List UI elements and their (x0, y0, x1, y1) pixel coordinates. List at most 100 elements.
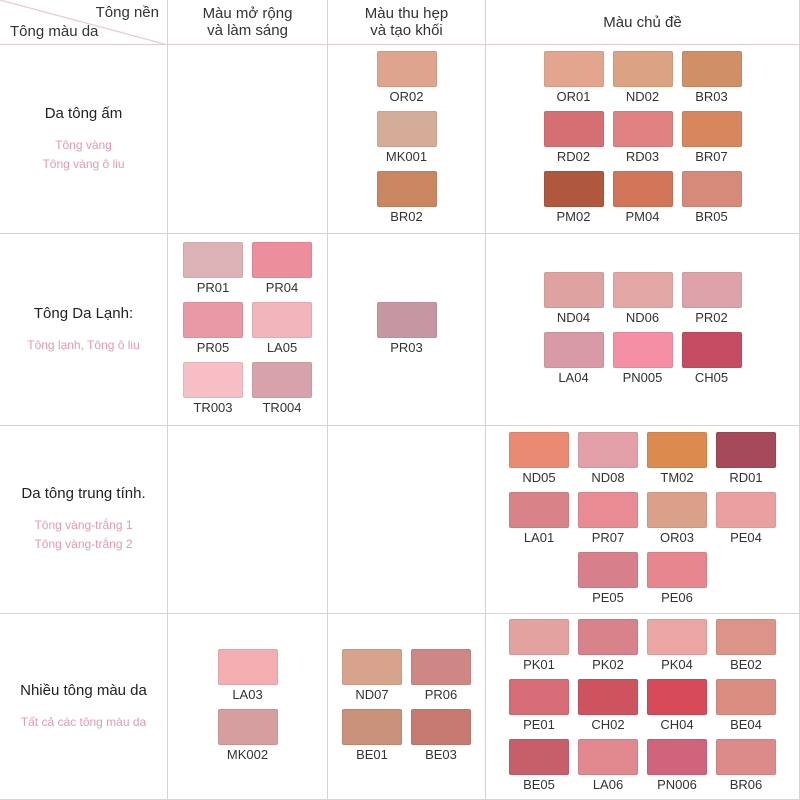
shade-item: MK002 (217, 708, 278, 765)
shade-item: LA05 (252, 301, 312, 358)
shade-item: OR03 (647, 491, 707, 548)
shade-item: PR07 (578, 491, 638, 548)
shade-cell: LA03 MK002 (168, 614, 328, 800)
shade-name: PK04 (661, 656, 693, 672)
shade-name: ND08 (591, 469, 625, 485)
shade-swatch (217, 648, 278, 685)
shade-group: LA03 MK002 (217, 648, 278, 765)
shade-cell (168, 426, 328, 614)
shade-item: PE05 (578, 551, 638, 608)
column-header-line: Màu chủ đề (603, 13, 682, 31)
corner-cell: Tông nền Tông màu da (0, 0, 168, 45)
row-subtitle: Tông vàng (55, 137, 112, 152)
shade-swatch (509, 738, 569, 775)
shade-group: ND04 ND06 PR02 LA04 PN005 CH05 (543, 271, 742, 388)
shade-swatch (681, 111, 742, 147)
row-title: Da tông ấm (44, 104, 123, 122)
shade-swatch (543, 271, 604, 308)
shade-swatch (509, 431, 569, 468)
shade-item: RD01 (716, 431, 776, 488)
shade-name: CH05 (694, 369, 729, 385)
shade-swatch (543, 331, 604, 368)
shade-item: TM02 (647, 431, 707, 488)
shade-name: PN006 (657, 776, 697, 792)
shade-swatch (376, 301, 437, 338)
shade-swatch (681, 271, 742, 308)
shade-name: PK01 (523, 656, 555, 672)
shade-name: BE02 (730, 656, 762, 672)
shade-item: CH04 (647, 678, 707, 735)
shade-name: PR07 (591, 529, 625, 545)
row-label: Da tông ấm Tông vàng Tông vàng ô liu (0, 45, 168, 234)
shade-swatch (342, 708, 402, 745)
shade-item: PR01 (183, 241, 243, 298)
shade-name: LA05 (266, 339, 298, 355)
shade-swatch (647, 618, 707, 655)
shade-item: RD03 (612, 111, 673, 167)
shade-item: MK001 (376, 111, 437, 167)
shade-swatch (647, 678, 707, 715)
shade-name: PM02 (556, 209, 591, 224)
shade-cell: OR02 MK001 BR02 (328, 45, 486, 234)
shade-swatch (716, 678, 776, 715)
shade-swatch (681, 331, 742, 368)
shade-name: MK001 (385, 149, 428, 164)
shade-name: PM04 (625, 209, 660, 224)
row-title: Da tông trung tính. (21, 485, 146, 502)
shade-swatch (509, 491, 569, 528)
column-header: Màu chủ đề (486, 0, 800, 45)
shade-item: BE04 (716, 678, 776, 735)
shade-cell (328, 426, 486, 614)
shade-cell: OR01 ND02 BR03 RD02 RD03 BR07 PM02 PM04 BR05 (486, 45, 800, 234)
shade-name: ND04 (556, 309, 591, 325)
shade-swatch (376, 111, 437, 147)
shade-item: RD02 (543, 111, 604, 167)
row-label: Nhiều tông màu da Tất cả các tông màu da (0, 614, 168, 800)
shade-swatch (681, 171, 742, 207)
shade-swatch (578, 551, 638, 588)
shade-swatch (578, 618, 638, 655)
shade-cell: PR03 (328, 234, 486, 426)
shade-name: PE04 (730, 529, 762, 545)
shade-swatch (578, 738, 638, 775)
shade-name: BE03 (425, 746, 457, 762)
shade-item: BR03 (681, 51, 742, 107)
row-label: Da tông trung tính. Tông vàng-trắng 1 Tông… (0, 426, 168, 614)
shade-item: ND07 (342, 648, 402, 705)
shade-name: PR02 (695, 309, 728, 325)
shade-item: TR004 (252, 361, 312, 418)
shade-swatch (578, 431, 638, 468)
shade-group: OR01 ND02 BR03 RD02 RD03 BR07 PM02 PM04 BR05 (543, 51, 742, 227)
shade-name: BR02 (390, 209, 423, 224)
corner-diagonal (0, 0, 168, 45)
shade-name: TR003 (193, 399, 233, 415)
shade-name: ND02 (625, 89, 660, 104)
shade-group: ND05 ND08 TM02 RD01 LA01 PR07 OR03 PE04 PE05 PE06 (509, 431, 776, 608)
shade-name: LA04 (558, 369, 589, 385)
column-header-line: và tạo khối (370, 22, 443, 39)
shade-swatch (578, 491, 638, 528)
shade-cell: ND05 ND08 TM02 RD01 LA01 PR07 OR03 PE04 PE05 PE06 (486, 426, 800, 614)
shade-item: BR05 (681, 171, 742, 227)
shade-name: BR06 (729, 776, 763, 792)
shade-item: CH02 (578, 678, 638, 735)
shade-name: BR03 (695, 89, 728, 104)
shade-item: ND04 (543, 271, 604, 328)
shade-item: PK02 (578, 618, 638, 675)
shade-swatch (252, 301, 312, 338)
shade-name: RD01 (729, 469, 763, 485)
shade-item: PM04 (612, 171, 673, 227)
shade-name: CH04 (660, 716, 694, 732)
shade-swatch (217, 708, 278, 745)
shade-item: LA04 (543, 331, 604, 388)
shade-swatch (716, 618, 776, 655)
shade-name: BR07 (695, 149, 728, 164)
shade-swatch (543, 111, 604, 147)
shade-swatch (612, 331, 673, 368)
row-label: Tông Da Lạnh: Tông lạnh, Tông ô liu (0, 234, 168, 426)
row-subtitle: Tông vàng-trắng 2 (34, 537, 133, 551)
shade-name: BE04 (730, 716, 762, 732)
shade-name: TM02 (660, 469, 694, 485)
shade-name: OR03 (660, 529, 694, 545)
